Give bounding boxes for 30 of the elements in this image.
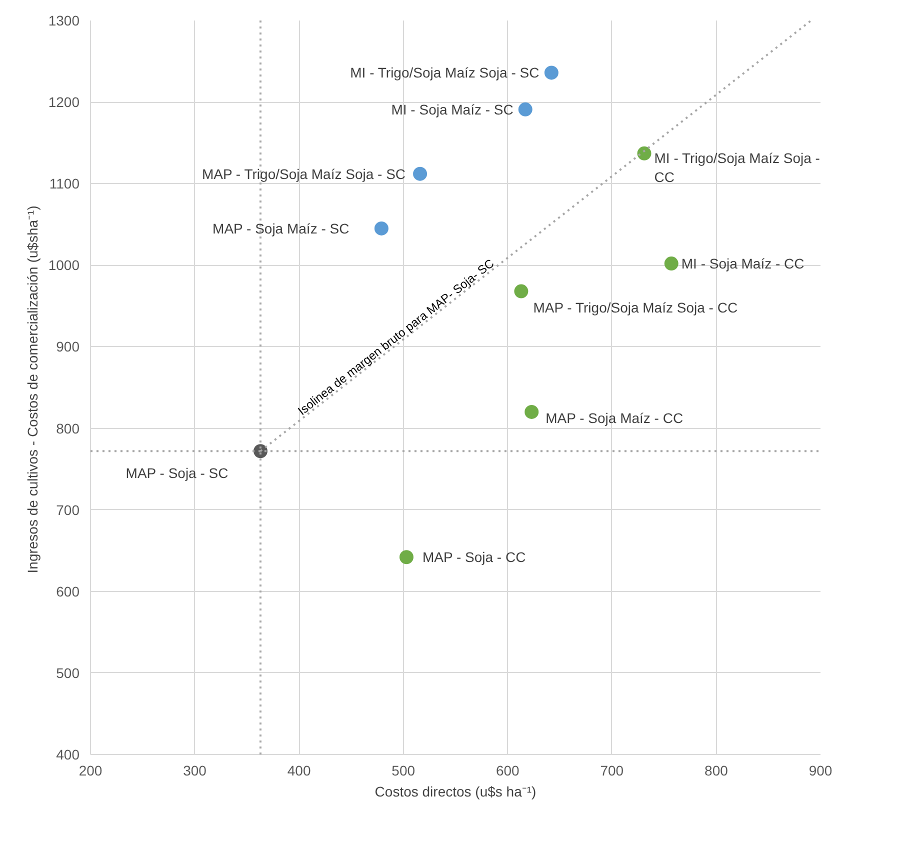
y-tick-label: 1300 — [48, 12, 80, 28]
y-tick-label: 600 — [56, 583, 80, 600]
y-tick-label: 400 — [56, 746, 80, 762]
y-tick-label: 1100 — [49, 176, 80, 192]
y-tick-label: 800 — [56, 420, 80, 436]
series-label: MI - Trigo/Soja Maíz Soja - SC — [350, 64, 540, 81]
series-label: MAP - Soja - CC — [422, 549, 526, 566]
series-label: MAP - Soja Maíz - CC — [546, 410, 684, 426]
x-tick-label: 500 — [392, 762, 416, 778]
y-tick-label: 1000 — [48, 257, 80, 274]
y-tick-label: 500 — [56, 664, 80, 681]
x-tick-label: 600 — [496, 762, 520, 778]
y-axis-title: Ingresos de cultivos - Costos de comercialización (u$sha⁻¹) — [24, 206, 40, 574]
series-label: MI - Soja Maíz - CC — [681, 256, 804, 272]
y-tick-label: 1200 — [48, 94, 80, 110]
x-tick-label: 300 — [183, 762, 207, 778]
x-tick-label: 200 — [78, 762, 102, 778]
series-label: MAP - Soja Maíz - SC — [212, 220, 350, 236]
series-label: MI - Trigo/Soja Maíz Soja - CC — [654, 150, 820, 186]
x-tick-label: 400 — [287, 762, 311, 778]
x-tick-label: 900 — [808, 762, 832, 778]
series-label: MAP - Trigo/Soja Maíz Soja - SC — [202, 166, 406, 182]
x-tick-label: 700 — [600, 762, 624, 778]
series-label: MAP - Trigo/Soja Maíz Soja - CC — [533, 299, 738, 316]
y-tick-label: 700 — [56, 502, 80, 518]
y-tick-label: 900 — [56, 338, 80, 355]
series-label: MI - Soja Maíz - SC — [391, 101, 514, 118]
x-tick-label: 800 — [704, 762, 728, 778]
x-axis-title: Costos directos (u$s ha⁻¹) — [374, 784, 536, 800]
text: MAP - Soja - SC — [126, 465, 228, 482]
